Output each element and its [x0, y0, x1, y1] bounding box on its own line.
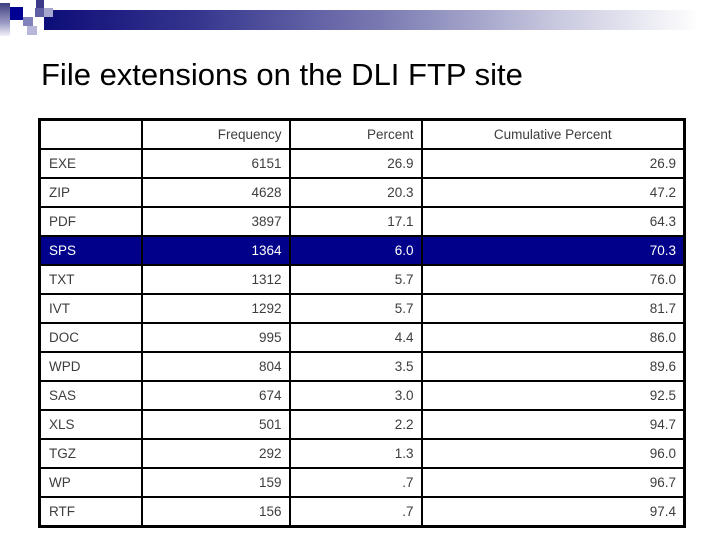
file-extension-label: WP [38, 467, 143, 498]
column-header-frequency: Frequency [140, 118, 291, 150]
percent-value: .7 [288, 496, 423, 528]
column-header-cumulative-percent: Cumulative Percent [420, 118, 686, 150]
decoration-square [36, 0, 44, 8]
cumulative-percent-value: 96.7 [420, 467, 686, 498]
percent-value: 3.0 [288, 380, 423, 411]
table-row-highlighted: SPS 1364 6.0 70.3 [38, 235, 686, 266]
percent-value: 5.7 [288, 293, 423, 324]
table-row: TXT 1312 5.7 76.0 [38, 264, 686, 295]
frequency-value: 1292 [140, 293, 291, 324]
file-extension-label: DOC [38, 322, 143, 353]
cumulative-percent-value: 89.6 [420, 351, 686, 382]
percent-value: 1.3 [288, 438, 423, 469]
file-extension-label: PDF [38, 206, 143, 237]
frequency-value: 156 [140, 496, 291, 528]
cumulative-percent-value: 26.9 [420, 148, 686, 179]
file-extension-label: SAS [38, 380, 143, 411]
cumulative-percent-value: 64.3 [420, 206, 686, 237]
file-extension-label: ZIP [38, 177, 143, 208]
column-header-percent: Percent [288, 118, 423, 150]
frequency-value: 804 [140, 351, 291, 382]
percent-value: 6.0 [288, 235, 423, 266]
decoration-square [27, 26, 37, 35]
frequency-value: 4628 [140, 177, 291, 208]
cumulative-percent-value: 94.7 [420, 409, 686, 440]
frequency-value: 6151 [140, 148, 291, 179]
table-row: EXE 6151 26.9 26.9 [38, 148, 686, 179]
percent-value: 17.1 [288, 206, 423, 237]
table-row: PDF 3897 17.1 64.3 [38, 206, 686, 237]
percent-value: 20.3 [288, 177, 423, 208]
slide-header-decoration [0, 0, 720, 40]
file-extension-label: TXT [38, 264, 143, 295]
frequency-value: 674 [140, 380, 291, 411]
frequency-value: 3897 [140, 206, 291, 237]
table-row: WP 159 .7 96.7 [38, 467, 686, 498]
table-header-row: Frequency Percent Cumulative Percent [38, 118, 686, 150]
cumulative-percent-value: 97.4 [420, 496, 686, 528]
cumulative-percent-value: 70.3 [420, 235, 686, 266]
percent-value: 5.7 [288, 264, 423, 295]
slide-title: File extensions on the DLI FTP site [41, 57, 523, 92]
table-row: SAS 674 3.0 92.5 [38, 380, 686, 411]
frequency-value: 1364 [140, 235, 291, 266]
cumulative-percent-value: 86.0 [420, 322, 686, 353]
file-extensions-table: Frequency Percent Cumulative Percent EXE… [38, 118, 686, 528]
decoration-square [10, 7, 23, 20]
column-header-blank [38, 118, 143, 150]
percent-value: 2.2 [288, 409, 423, 440]
decoration-square [35, 8, 44, 17]
frequency-value: 501 [140, 409, 291, 440]
table-row: WPD 804 3.5 89.6 [38, 351, 686, 382]
percent-value: 3.5 [288, 351, 423, 382]
table-row: IVT 1292 5.7 81.7 [38, 293, 686, 324]
frequency-value: 995 [140, 322, 291, 353]
table-row: XLS 501 2.2 94.7 [38, 409, 686, 440]
table-row: DOC 995 4.4 86.0 [38, 322, 686, 353]
file-extension-label: WPD [38, 351, 143, 382]
cumulative-percent-value: 47.2 [420, 177, 686, 208]
file-extension-label: IVT [38, 293, 143, 324]
frequency-value: 1312 [140, 264, 291, 295]
percent-value: 26.9 [288, 148, 423, 179]
gradient-strip [0, 3, 10, 36]
table-row: RTF 156 .7 97.4 [38, 496, 686, 528]
file-extension-label: RTF [38, 496, 143, 528]
percent-value: 4.4 [288, 322, 423, 353]
frequency-value: 159 [140, 467, 291, 498]
cumulative-percent-value: 96.0 [420, 438, 686, 469]
cumulative-percent-value: 92.5 [420, 380, 686, 411]
frequency-value: 292 [140, 438, 291, 469]
percent-value: .7 [288, 467, 423, 498]
table-row: ZIP 4628 20.3 47.2 [38, 177, 686, 208]
decoration-square [44, 8, 53, 17]
table-row: TGZ 292 1.3 96.0 [38, 438, 686, 469]
file-extension-label: TGZ [38, 438, 143, 469]
gradient-bar [44, 10, 720, 30]
cumulative-percent-value: 76.0 [420, 264, 686, 295]
file-extension-label: SPS [38, 235, 143, 266]
file-extension-label: EXE [38, 148, 143, 179]
decoration-square [23, 17, 33, 26]
cumulative-percent-value: 81.7 [420, 293, 686, 324]
file-extension-label: XLS [38, 409, 143, 440]
